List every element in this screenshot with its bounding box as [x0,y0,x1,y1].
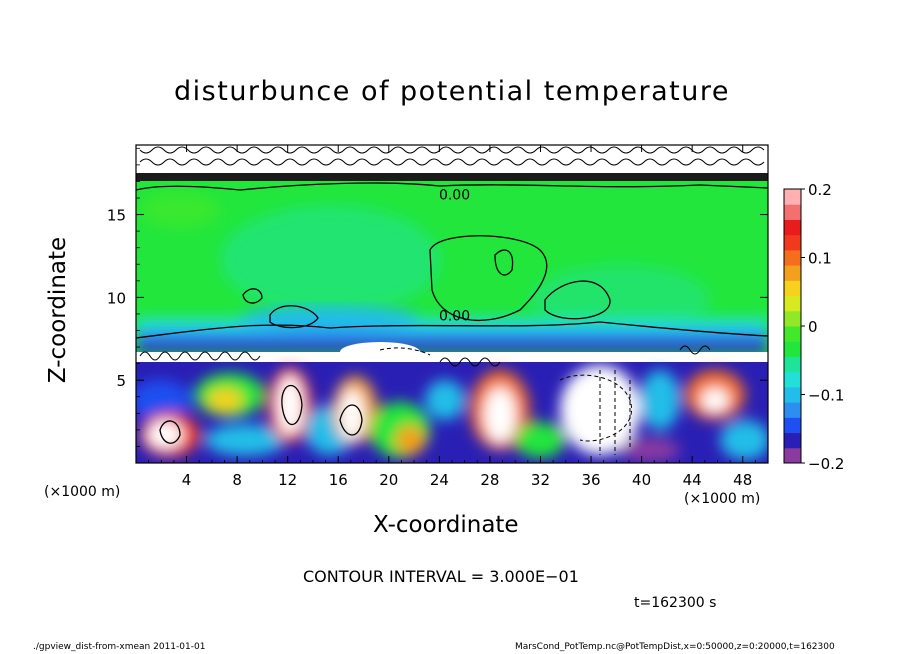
x-tick-label: 44 [683,471,702,489]
x-axis-label: X-coordinate [373,512,519,538]
contour-lines [136,182,768,444]
x-tick-label: 24 [430,471,449,489]
x-tick-label: 12 [278,471,297,489]
colorbar-swatch [784,310,801,327]
dashed-contours [379,347,633,455]
x-tick-label: 40 [632,471,651,489]
x-unit-right: (×1000 m) [684,491,761,507]
x-tick-label: 32 [531,471,550,489]
colorbar-swatch [784,204,801,220]
x-tick-label: 36 [581,471,600,489]
top-noise-edge [136,173,768,181]
colorbar-swatch [784,295,801,312]
x-tick-label: 16 [329,471,348,489]
colorbar-swatch [784,417,801,434]
contour-value-label: 0.00 [439,309,470,325]
colorbar-label: 0 [808,318,818,336]
time-stamp: t=162300 s [634,595,717,611]
x-tick-label: 48 [733,471,752,489]
colorbar-swatch [784,265,801,281]
inversion-band [136,306,768,354]
colorbar-label: 0.1 [808,250,832,268]
colorbar-label: 0.2 [808,181,832,199]
footer-right: MarsCond_PotTemp.nc@PotTempDist,x=0:5000… [515,642,835,652]
colorbar-swatch [784,249,801,266]
y-axis-ticks: 5 10 15 [107,147,768,447]
footer-left: ./gpview_dist-from-xmean 2011-01-01 [33,642,206,652]
contour-labels: 0.00 0.00 [439,188,470,325]
contour-interval: CONTOUR INTERVAL = 3.000E−01 [303,567,579,586]
colorbar-swatch [784,386,801,403]
white-stripe [136,352,768,362]
colorbar-swatch [784,341,801,357]
x-tick-label: 4 [182,471,192,489]
contour-clutter [139,146,765,367]
x-tick-label: 28 [480,471,499,489]
heatmap-field [136,145,768,463]
y-axis-label: Z-coordinate [45,236,71,384]
x-tick-label: 20 [379,471,398,489]
colorbar-swatch [784,219,801,236]
y-tick-label: 15 [107,207,126,225]
chart-title: disturbunce of potential temperature [174,76,730,107]
light-green-patches [140,192,710,335]
colorbar-swatch [784,189,801,205]
x-tick-label: 8 [232,471,242,489]
colorbar-swatch [784,356,801,373]
contour-value-label: 0.00 [439,188,470,204]
colorbar: 0.2 0.1 0 −0.1 −0.2 [783,181,844,473]
colorbar-swatch [784,402,801,418]
colorbar-swatch [784,326,801,342]
colorbar-swatch [784,234,801,251]
lower-turbulence [136,365,768,462]
x-axis-ticks: 4 8 12 16 20 24 28 32 36 40 44 48 [148,145,756,489]
y-tick-label: 10 [107,289,126,307]
colorbar-swatch [784,371,801,388]
colorbar-swatch [784,447,801,464]
colorbar-label: −0.2 [808,455,844,473]
colorbar-swatch [784,280,801,297]
colorbar-swatch [784,432,801,449]
x-unit-left: (×1000 m) [44,484,121,500]
y-tick-label: 5 [116,372,126,390]
colorbar-label: −0.1 [808,387,844,405]
